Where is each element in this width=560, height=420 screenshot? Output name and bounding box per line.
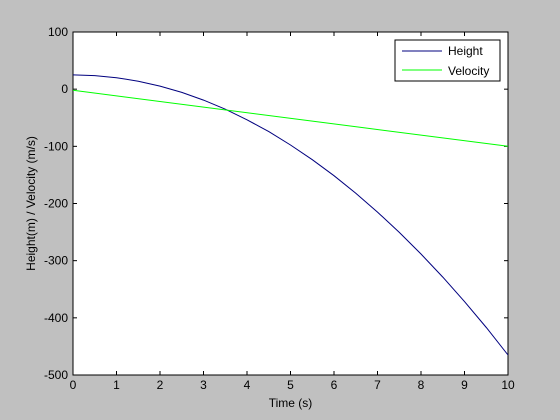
x-tick-label: 8: [418, 378, 425, 392]
x-tick-label: 5: [287, 378, 294, 392]
x-tick-label: 4: [244, 378, 251, 392]
x-tick-label: 3: [200, 378, 207, 392]
y-axis-label: Height(m) / Velocity (m/s): [24, 136, 38, 271]
x-tick-label: 1: [113, 378, 120, 392]
y-tick-label: -400: [44, 311, 68, 325]
plot-area: [73, 32, 508, 375]
y-tick-labels: 100 0 -100 -200 -300 -400 -500: [44, 25, 68, 382]
x-tick-label: 10: [501, 378, 515, 392]
x-tick-label: 9: [461, 378, 468, 392]
y-tick-label: -100: [44, 139, 68, 153]
x-tick-label: 6: [331, 378, 338, 392]
x-tick-labels: 0 1 2 3 4 5 6 7 8 9 10: [70, 378, 515, 392]
y-tick-label: -300: [44, 254, 68, 268]
y-tick-label: 0: [61, 82, 68, 96]
x-tick-label: 2: [157, 378, 164, 392]
x-tick-label: 7: [374, 378, 381, 392]
y-tick-label: 100: [48, 25, 68, 39]
y-tick-label: -500: [44, 368, 68, 382]
legend: Height Velocity: [395, 40, 500, 81]
x-axis-label: Time (s): [269, 396, 313, 410]
legend-entry-height: Height: [448, 44, 483, 58]
x-tick-label: 0: [70, 378, 77, 392]
y-tick-label: -200: [44, 197, 68, 211]
legend-entry-velocity: Velocity: [448, 64, 489, 78]
